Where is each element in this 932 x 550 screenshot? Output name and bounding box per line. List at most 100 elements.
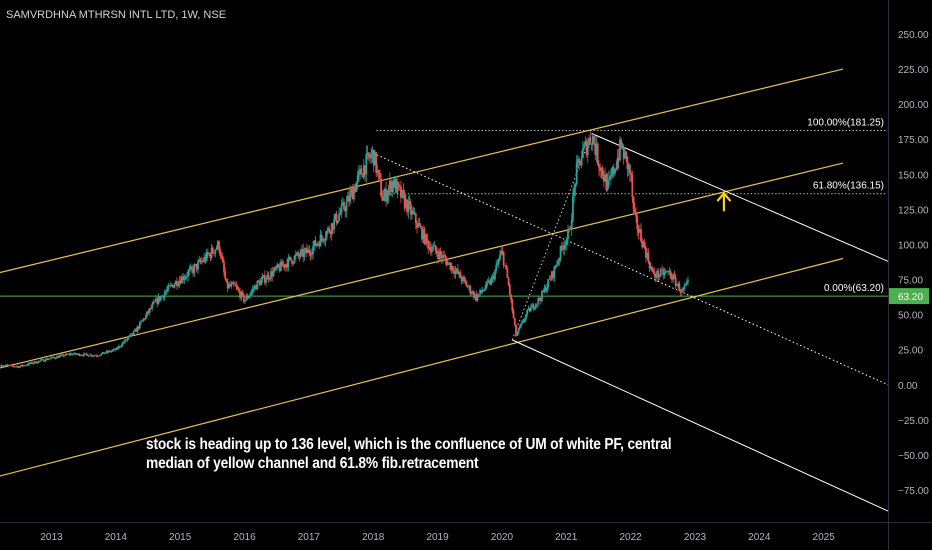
candle-body [527,308,530,310]
candle-body [89,354,92,356]
candle-body [460,277,463,282]
candle-body [508,284,511,295]
candle-body [262,275,265,278]
y-axis-tick-label: 225.00 [898,65,929,76]
candle-body [44,358,47,361]
chart-annotation: stock is heading up to 136 level, which … [146,436,672,472]
pitchfork-handle [511,133,593,341]
candle-body [309,253,312,256]
candle-body [360,168,363,175]
candle-body [637,229,640,233]
candle-body [265,279,267,283]
candle-body [408,201,411,204]
candle-body [287,257,290,268]
candle-body [594,144,597,155]
candle-body [261,277,264,280]
last-price-value: 63.20 [898,292,923,303]
candle-body [322,238,324,241]
y-axis-tick-label: 175.00 [898,135,929,146]
candle-body [414,213,417,224]
candle-body [307,249,310,254]
candle-body [390,180,392,193]
x-axis-tick-label: 2024 [748,532,771,543]
candle-body [257,280,260,282]
candle-body [400,187,402,198]
candle-body [242,294,245,302]
candle-body [20,364,22,367]
candle-body [364,165,366,175]
candle-body [617,157,620,161]
candle-body [213,252,215,254]
candle-body [219,250,222,257]
candle-body [543,287,546,292]
candle-body [314,240,317,246]
candle-body [378,173,381,179]
candle-body [184,276,187,279]
candle-body [372,149,375,166]
candle-body [636,216,639,230]
candle-body [443,255,446,257]
candle-body [105,351,108,354]
candle-body [224,271,227,279]
candle-body [578,158,581,161]
candle-body [542,290,545,292]
candle-body [422,229,425,240]
fib-level-label: 100.00%(181.25) [807,117,884,128]
candle-body [43,360,46,362]
candle-body [156,298,159,304]
candle-body [41,359,43,361]
candle-body [429,246,432,253]
candle-body [575,162,578,185]
candle-body [137,326,140,329]
candle-body [625,151,628,157]
candle-body [47,359,50,360]
candle-body [361,174,364,178]
x-axis-tick-label: 2019 [426,532,449,543]
candle-body [562,247,564,250]
candle-body [256,280,259,290]
candle-body [202,261,204,262]
candle-body [528,308,531,312]
candle-body [318,243,321,247]
candle-body [678,283,681,292]
candle-body [641,240,644,248]
candle-body [323,240,326,242]
candle-body [251,289,254,292]
candle-body [584,141,587,145]
candle-body [454,270,457,275]
candle-body [56,356,58,359]
candle-body [130,333,133,335]
candle-body [93,355,95,357]
candle-body [172,285,175,288]
candle-body [386,195,389,202]
candle-body [409,203,412,215]
y-axis-tick-label: 25.00 [898,346,923,357]
candle-body [411,210,413,215]
candle-body [181,276,183,284]
candle-body [487,280,490,282]
candle-body [596,143,599,165]
candle-body [197,261,199,270]
candle-body [465,282,468,287]
candle-body [380,178,383,197]
candle-body [461,276,464,282]
candle-body [600,167,603,171]
candle-body [16,366,19,368]
candle-body [656,270,658,278]
candle-body [80,355,83,357]
candle-body [228,284,230,289]
candle-body [484,288,486,291]
candle-body [612,167,615,174]
x-axis-tick-label: 2016 [233,532,256,543]
candle-body [37,360,40,363]
candle-body [122,342,125,344]
candle-body [570,220,573,230]
candle-body [203,256,206,262]
candle-body [195,263,198,270]
candle-body [482,290,485,291]
candle-body [117,346,120,349]
candle-body [580,157,583,166]
x-axis-tick-label: 2023 [684,532,707,543]
candle-body [661,269,663,271]
